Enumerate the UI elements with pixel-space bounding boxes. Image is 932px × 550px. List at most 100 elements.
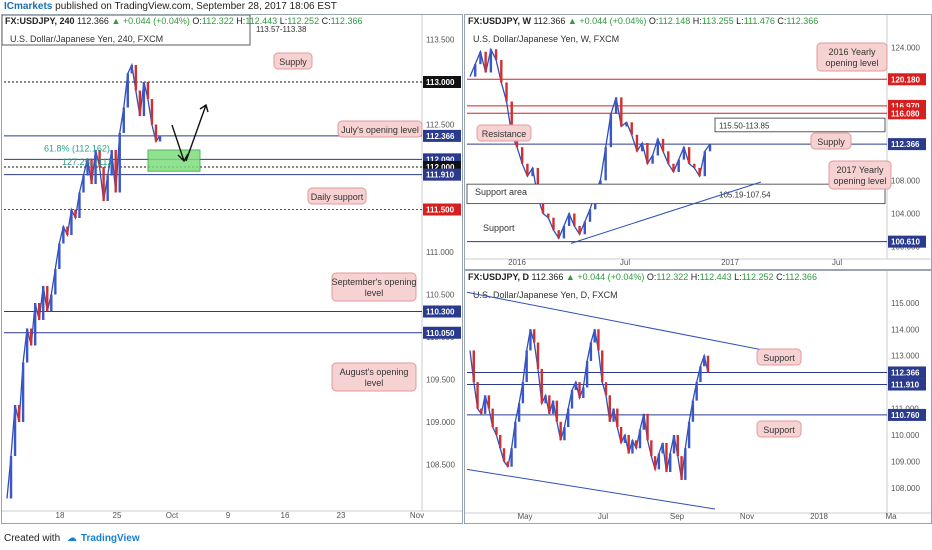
publisher-name[interactable]: ICmarkets	[4, 1, 53, 12]
candle	[680, 456, 683, 480]
close-value: 112.366	[786, 16, 819, 26]
candle	[684, 448, 687, 480]
candle	[695, 382, 698, 401]
candle	[126, 73, 129, 108]
daily-support-callout-text: Daily support	[311, 192, 364, 202]
candle	[635, 440, 638, 449]
support-label: Support	[483, 223, 515, 233]
candle	[533, 329, 536, 343]
chart-subtitle: U.S. Dollar/Japanese Yen, 240, FXCM	[10, 34, 164, 44]
support-range-label: 105.19-107.54	[719, 190, 771, 199]
candle	[672, 435, 676, 454]
candle	[656, 138, 660, 156]
candle	[703, 151, 706, 177]
candle	[521, 382, 525, 404]
y-tick-label: 108.500	[426, 461, 455, 470]
candle	[574, 382, 577, 391]
candle	[510, 448, 513, 467]
x-tick-label: 23	[337, 511, 346, 520]
candle	[661, 442, 664, 454]
candle	[708, 144, 712, 152]
candle	[484, 51, 487, 73]
candle	[672, 163, 675, 173]
candle	[638, 429, 642, 449]
chart-panel-weekly[interactable]: FX:USDJPY, W 112.366 ▲ +0.044 (+0.04%) O…	[464, 14, 932, 270]
candle	[525, 350, 528, 383]
candle	[583, 221, 586, 235]
candle	[588, 209, 592, 222]
chart-panel-daily[interactable]: FX:USDJPY, D 112.366 ▲ +0.044 (+0.04%) O…	[464, 270, 932, 524]
chart-daily-svg[interactable]: 115.000114.000113.000112.000111.000110.0…	[465, 271, 931, 523]
last-price: 112.366	[531, 272, 564, 282]
candle	[559, 421, 562, 441]
price-change: ▲ +0.044 (+0.04%)	[565, 272, 645, 282]
candle	[640, 143, 644, 152]
candle	[489, 49, 493, 73]
candle	[110, 150, 113, 176]
daily-support-callout-box	[307, 187, 367, 205]
y-tick-label: 113.000	[891, 352, 920, 361]
aug-open-callout-text: level	[365, 378, 384, 388]
chart-panel-4h[interactable]: FX:USDJPY, 240 112.366 ▲ +0.044 (+0.04%)…	[1, 14, 463, 524]
candle	[669, 453, 672, 472]
candle	[46, 286, 49, 312]
low-value: 112.252	[741, 272, 774, 282]
x-tick-label: Nov	[740, 512, 754, 521]
symbol-label: FX:USDJPY, W	[468, 16, 532, 26]
published-text: published on TradingView.com, September …	[52, 1, 337, 12]
candle	[567, 213, 571, 226]
price-tag-bg	[423, 203, 461, 216]
x-tick-label: 2017	[721, 258, 739, 267]
candle	[625, 122, 628, 127]
open-value: 112.148	[658, 16, 691, 26]
candle	[687, 147, 691, 164]
fib-label: 127.2% (112.	[62, 157, 115, 167]
candle	[114, 150, 117, 193]
open-value: 112.322	[656, 272, 689, 282]
price-tag-bg	[423, 326, 461, 339]
symbol-label: FX:USDJPY, D	[468, 272, 530, 282]
support-callout-upper-text: Support	[763, 353, 795, 363]
candle	[536, 167, 540, 197]
x-tick-label: Jul	[832, 258, 842, 267]
price-tag-label: 110.300	[426, 308, 455, 317]
chart-weekly-svg[interactable]: 124.000120.000116.000112.000108.000104.0…	[465, 15, 931, 269]
candle	[578, 382, 581, 398]
x-tick-label: May	[517, 512, 532, 521]
high-value: 112.443	[245, 16, 278, 26]
demand-zone	[147, 149, 201, 172]
support-callout-upper-box	[756, 348, 802, 366]
candle	[483, 395, 487, 414]
price-tag-bg	[888, 378, 926, 391]
price-tag-label: 112.366	[891, 368, 920, 377]
y-tick-label: 108.000	[891, 484, 920, 493]
candle	[620, 97, 623, 127]
candle	[505, 82, 508, 102]
candle	[520, 147, 524, 164]
high-value: 113.255	[701, 16, 734, 26]
candle	[544, 395, 547, 404]
y-tick-label: 111.000	[426, 248, 454, 257]
candle	[570, 390, 574, 409]
arrow-down-icon	[171, 124, 189, 163]
candle	[495, 427, 498, 435]
supply-callout-text: Supply	[279, 57, 307, 67]
tradingview-brand[interactable]: TradingView	[80, 533, 140, 544]
chart-4h-svg[interactable]: 113.500 113.000 112.500 112.000 111.500 111.0…	[2, 15, 462, 523]
x-tick-label: 2016	[508, 258, 526, 267]
candle	[29, 328, 33, 346]
candle	[13, 405, 17, 456]
candle	[94, 150, 97, 184]
candle	[573, 213, 576, 226]
price-tag-bg	[423, 305, 461, 318]
price-tag-label: 120.180	[891, 75, 920, 84]
candle	[651, 155, 654, 164]
candle	[687, 421, 691, 449]
candle	[604, 382, 608, 396]
x-tick-label: 25	[113, 511, 122, 520]
price-tag-bg	[888, 138, 926, 151]
price-tag-label: 113.000	[426, 78, 455, 87]
candle	[536, 342, 540, 369]
price-tag-bg	[888, 73, 926, 86]
price-tag-label: 112.366	[891, 140, 920, 149]
